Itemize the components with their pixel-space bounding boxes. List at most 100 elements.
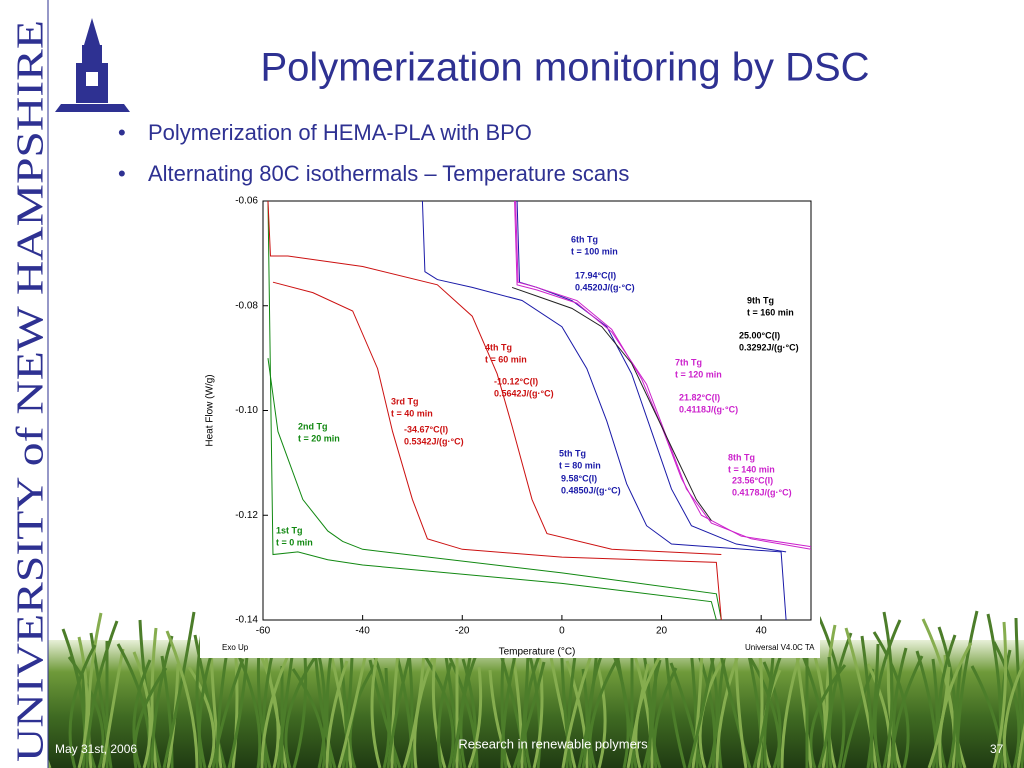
grass-blade [67,656,105,768]
grass-blade [561,648,595,768]
grass-blade [211,658,245,768]
annotation: t = 80 min [559,460,601,470]
grass-blade [325,660,349,768]
grass-blade [512,661,546,768]
annotation: t = 60 min [485,354,527,364]
grass-blade [132,651,152,768]
annotation: 0.5642J/(g·°C) [494,388,554,398]
grass-blade [132,659,152,768]
grass-blade [1014,617,1024,764]
annotation: 9th Tg [747,295,774,305]
chart-panel [200,194,820,658]
grass-blade [937,634,957,768]
annotation: t = 160 min [747,307,794,317]
bullet: Polymerization of HEMA-PLA with BPO [148,120,532,145]
grass-blade [101,648,125,768]
annotation: 0.5342J/(g·°C) [404,436,464,446]
annotation: 0.3292J/(g·°C) [739,342,799,352]
grass-blade [844,627,878,768]
curve [514,201,811,550]
y-tick-label: -0.08 [235,300,258,311]
curve [267,358,722,620]
grass-blade [734,657,748,768]
grass-blade [402,651,426,768]
grass-blade [150,627,158,768]
side-band [0,0,48,768]
curve [515,201,811,548]
grass-blade [313,644,337,768]
x-tick-label: -60 [256,626,271,637]
annotation: 0.4850J/(g·°C) [561,485,621,495]
grass-blade [1016,722,1024,768]
bullet: Alternating 80C isothermals – Temperatur… [148,161,629,186]
annotation: 8th Tg [728,452,755,462]
annotation: t = 120 min [675,369,722,379]
corner-note: Exo Up [222,643,249,652]
curve [272,281,722,620]
grass-blade [588,652,623,768]
grass-blade [68,644,97,768]
grass-blade [1020,686,1024,768]
curve [511,286,712,521]
annotation: 0.4520J/(g·°C) [575,282,635,292]
annotation: 17.94°C(I) [575,270,616,280]
grass-blade [762,661,782,768]
annotation: 3rd Tg [391,396,419,406]
grass-blade [150,635,174,768]
annotation: -34.67°C(I) [404,424,448,434]
grass-blade [992,641,1021,768]
grass-blade [825,624,837,768]
grass-blade [915,650,939,768]
annotation: t = 100 min [571,246,618,256]
annotation: 2nd Tg [298,421,328,431]
grass-blade [866,663,892,768]
annotation: t = 40 min [391,408,433,418]
grass-blade [817,616,846,768]
annotation: 6th Tg [571,234,598,244]
annotation: 0.4178J/(g·°C) [732,487,792,497]
grass-blade [87,612,103,768]
grass-blade [162,611,196,768]
y-tick-label: -0.14 [235,615,258,626]
grass-blade [927,666,951,768]
grass-blade [746,653,781,768]
annotation: -10.12°C(I) [494,376,538,386]
corner-note: Universal V4.0C TA [745,643,815,652]
grass-blade [431,654,447,768]
annotation: t = 140 min [728,464,775,474]
grass-blade [873,619,902,768]
grass-blade [669,662,703,768]
x-tick-label: -20 [455,626,470,637]
grass-blade [882,611,894,768]
grass-blade [445,650,479,768]
chart: -0.14 -0.12 -0.10 -0.08 -0.06 -60 -40 -20 0 20 40 T… [205,196,816,658]
grass-blade [992,621,1008,768]
y-tick-label: -0.06 [235,196,258,207]
grass-blade [626,663,650,768]
grass-blade [937,626,957,768]
grass-blade [892,647,908,768]
curve [267,201,722,556]
footer-center: Research in renewable polymers [458,736,648,751]
grass-blade [325,652,333,768]
grass-blade [467,666,483,768]
logo [55,18,130,112]
grass-blade [817,656,833,768]
grass-blade [291,668,326,768]
grass-blade [417,646,455,768]
y-axis-label: Heat Flow (W/g) [205,374,216,446]
title: Polymerization monitoring by DSC [260,46,869,90]
grass-blade [827,632,853,768]
annotation: 1st Tg [276,525,303,535]
grass-blade [955,610,979,768]
annotation: 5th Tg [559,448,586,458]
x-tick-label: -40 [355,626,370,637]
annotation: 0.4118J/(g·°C) [679,404,738,414]
bullet-dot: • [118,161,126,186]
grass-blade [284,649,322,768]
annotation: 23.56°C(I) [732,475,773,485]
grass-blade [236,653,262,768]
annotation: 7th Tg [675,357,702,367]
grass-blade [931,658,939,768]
curve [421,201,787,620]
